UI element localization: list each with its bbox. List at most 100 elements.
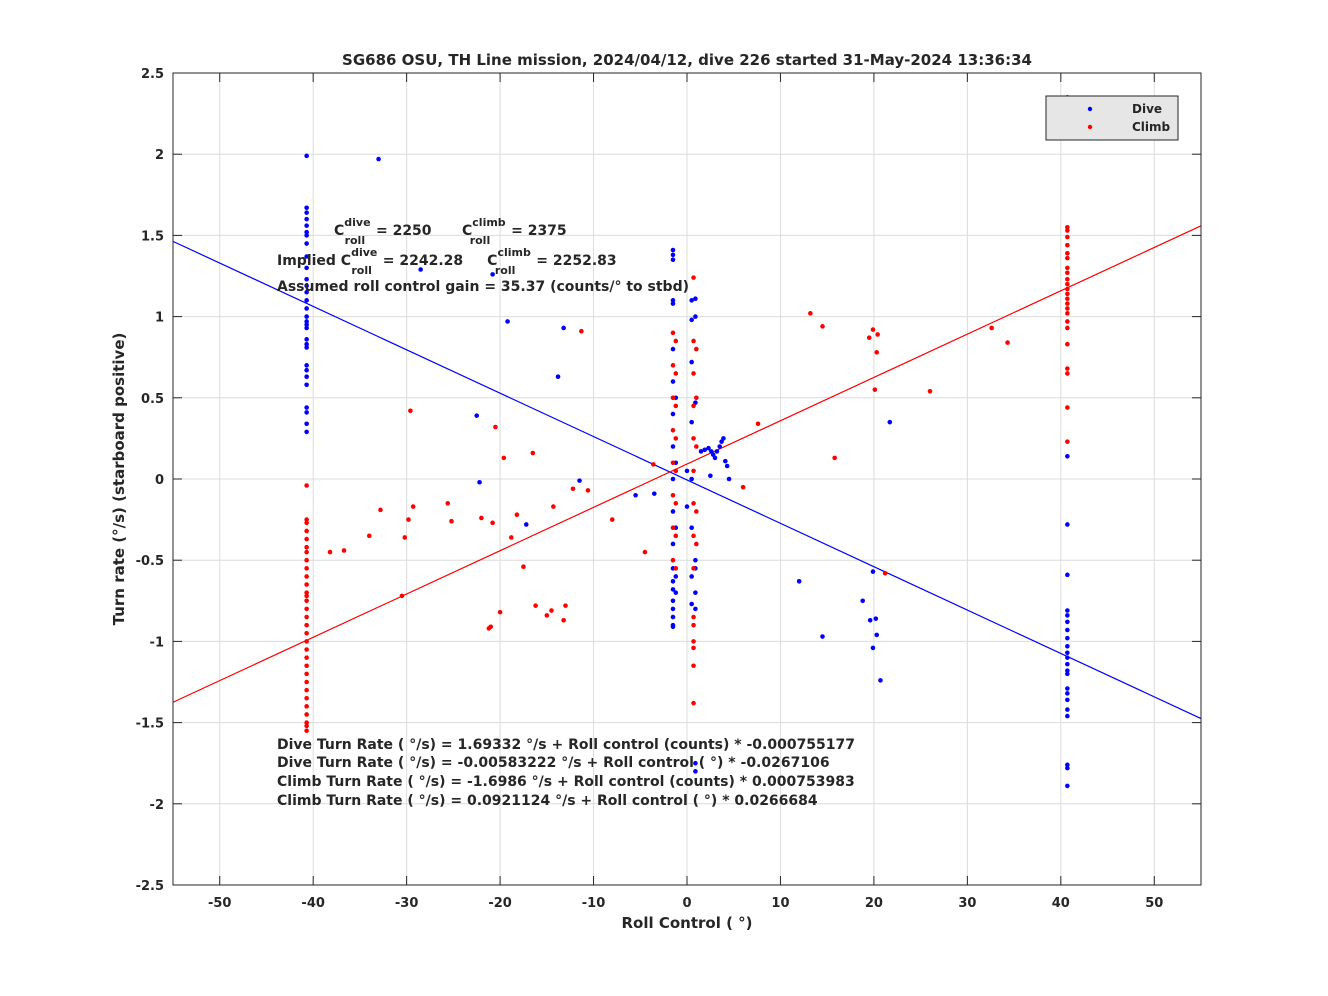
dive-point [304,410,309,415]
climb-point [497,609,503,615]
dive-point [670,301,676,306]
climb-point [691,403,696,409]
dive-point [693,760,698,766]
climb-point [808,311,813,316]
climb-point [691,645,696,651]
y-tick-label: 1.5 [141,229,164,244]
dive-point [633,492,638,498]
dive-point [555,374,561,379]
dive-point [706,445,711,451]
climb-point [1065,306,1070,311]
climb-point [691,436,696,441]
climb-point [304,549,309,555]
y-tick-label: 2 [155,148,164,163]
climb-point [544,613,550,618]
climb-point [327,549,333,555]
dive-point [1065,697,1070,703]
climb-point [872,387,878,392]
climb-point [694,444,699,449]
climb-point [304,593,309,599]
dive-point [689,419,694,425]
climb-point [670,363,676,368]
climb-point [408,408,413,414]
climb-point [304,639,309,644]
climb-point [874,350,880,355]
climb-point [670,492,676,498]
climb-point [691,501,696,506]
climb-point [670,330,676,336]
climb-point [755,421,761,427]
dive-point [693,606,698,612]
climb-point [651,462,656,467]
climb-point [673,338,679,344]
dive-point [304,241,309,246]
dive-point [670,614,676,620]
x-tick-label: -40 [301,896,325,911]
dive-point [1065,661,1070,667]
dive-point [670,587,676,592]
climb-point [1065,311,1070,316]
y-tick-label: -2.5 [136,879,164,894]
dive-point [1065,668,1070,673]
climb-point [304,606,309,612]
climb-point [670,557,676,563]
climb-point [691,371,696,376]
dive-point [673,574,679,579]
climb-point [304,517,309,522]
climb-point [670,460,676,466]
climb-point [304,630,309,636]
climb-point [488,624,494,630]
climb-point [304,712,309,717]
climb-point [820,324,825,329]
climb-point [1065,371,1070,376]
x-tick-label: 30 [958,896,976,911]
dive-point [689,601,694,607]
y-tick-label: -0.5 [136,554,164,569]
climb-point [1065,234,1070,240]
dive-point [714,449,720,454]
climb-point [304,671,309,677]
climb-point [304,566,309,571]
dive-point [670,444,676,449]
climb-point [866,335,872,341]
y-tick-label: 1 [155,311,164,326]
x-tick-label: 0 [682,896,691,911]
dive-point [561,325,566,331]
dive-point [670,624,676,630]
dive-point [304,319,309,324]
dive-point [304,405,309,410]
climb-point [304,663,309,669]
dive-point [689,359,694,365]
dive-point [651,491,657,496]
climb-point [1065,325,1070,331]
dive-point [304,314,309,319]
climb-point [579,328,584,334]
climb-point [694,541,699,547]
climb-point [1065,255,1070,261]
y-tick-label: 2.5 [141,67,164,82]
y-tick-label: -2 [150,798,164,813]
fit-lines [173,225,1201,720]
dive-point [304,216,309,222]
climb-point [304,536,309,542]
dive-point [1065,522,1070,527]
dive-point [796,579,802,584]
x-tick-label: 20 [865,896,883,911]
climb-point [304,720,309,725]
legend-marker-climb [1087,124,1093,130]
climb-point [304,695,309,701]
dive-point [1065,655,1070,660]
climb-fit-line [173,225,1201,703]
legend: Dive Climb [1045,95,1179,141]
climb-point [341,548,347,553]
legend-label-dive: Dive [1132,102,1162,116]
climb-point [691,275,696,280]
dive-point [304,289,309,295]
y-tick-label: 0.5 [141,392,164,407]
climb-point [1065,439,1070,444]
climb-point [493,424,498,430]
dive-point [304,223,309,228]
dive-point [693,296,698,302]
dive-point [1065,713,1070,719]
dive-point [670,346,676,352]
